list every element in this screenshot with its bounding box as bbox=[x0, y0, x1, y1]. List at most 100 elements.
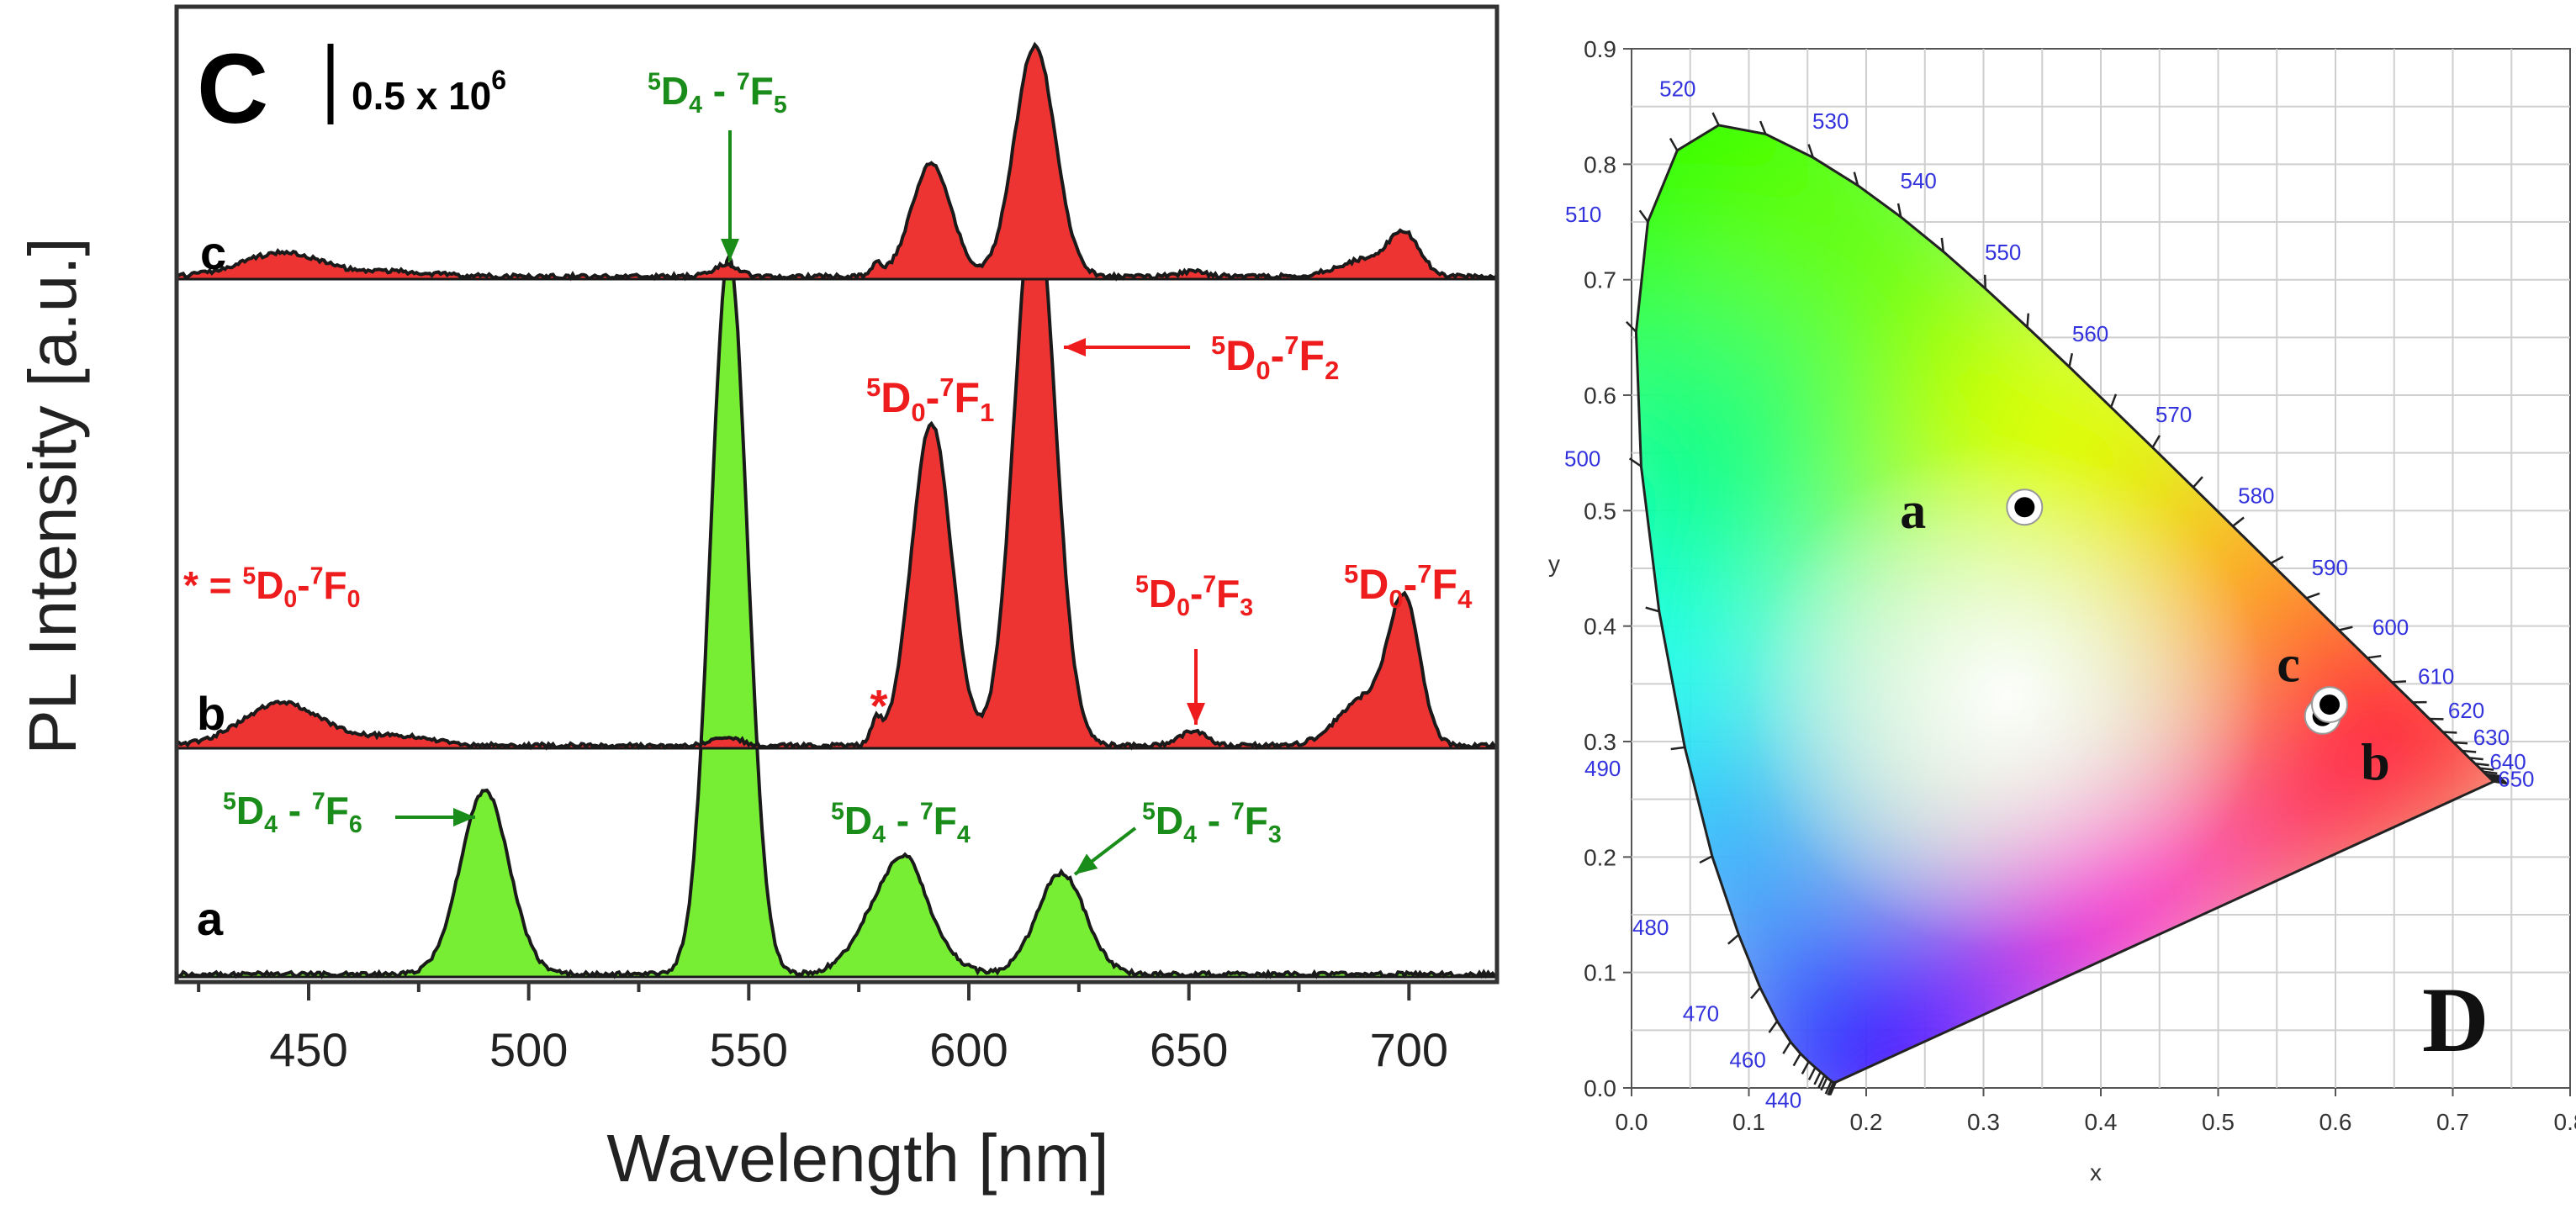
wavelength-label: 650 bbox=[2498, 767, 2534, 792]
wavelength-tick bbox=[1645, 606, 1660, 613]
scale-bar-label: 0.5 x 106 bbox=[352, 65, 506, 118]
annotation-5D4-7F5: 5D4 - 7F5 bbox=[648, 69, 787, 119]
wavelength-tick bbox=[2488, 774, 2503, 779]
arrow-head bbox=[1064, 338, 1086, 356]
wavelength-label: 490 bbox=[1584, 756, 1621, 781]
point-label-b: b bbox=[2361, 734, 2389, 791]
cie-y-tick-label: 0.1 bbox=[1584, 960, 1616, 986]
wavelength-tick bbox=[1750, 986, 1761, 1000]
wavelength-tick bbox=[1983, 274, 1986, 289]
annotation-arrows bbox=[395, 130, 1205, 876]
cie-y-tick-label: 0.4 bbox=[1584, 614, 1616, 640]
wavelength-label: 640 bbox=[2489, 749, 2526, 774]
wavelength-tick bbox=[1807, 144, 1814, 158]
cie-y-tick-label: 0.8 bbox=[1584, 151, 1616, 177]
cie-x-tick-label: 0.6 bbox=[2319, 1109, 2352, 1135]
x-tick-label: 650 bbox=[1150, 1023, 1228, 1076]
wavelength-tick bbox=[1807, 1067, 1817, 1080]
spectrum-line-c bbox=[175, 41, 1499, 282]
arrow-head bbox=[721, 239, 739, 261]
wavelength-tick bbox=[1670, 746, 1685, 751]
cie-y-tick-label: 0.3 bbox=[1584, 729, 1616, 755]
wavelength-tick bbox=[2068, 352, 2074, 367]
panel-label-c: C bbox=[197, 34, 268, 145]
cie-y-tick-label: 0.2 bbox=[1584, 844, 1616, 870]
curve-label-a: a bbox=[197, 892, 224, 945]
white-point-glow bbox=[1748, 441, 2266, 950]
annotation-5D0-7F4: 5D0-7F4 bbox=[1344, 559, 1473, 614]
wavelength-label: 610 bbox=[2418, 663, 2454, 689]
wavelength-tick bbox=[1820, 1077, 1828, 1091]
wavelength-tick bbox=[1669, 137, 1679, 151]
wavelength-tick bbox=[1782, 1041, 1792, 1054]
wavelength-tick bbox=[1817, 1074, 1826, 1089]
pl-spectra-chart: 450 500 550 600 650 700 Wavelength [nm] PL In… bbox=[15, 4, 1500, 1196]
x-tick-label: 450 bbox=[269, 1023, 347, 1076]
wavelength-label: 540 bbox=[1901, 168, 1937, 193]
annotation-5D4-7F4: 5D4 - 7F4 bbox=[831, 799, 971, 849]
wavelength-tick bbox=[2151, 435, 2161, 448]
wavelength-tick bbox=[2485, 773, 2500, 778]
cie-y-tick-label: 0.0 bbox=[1584, 1075, 1616, 1101]
annotation-5D0-7F0: * = 5D0-7F0 bbox=[183, 563, 360, 614]
wavelength-tick bbox=[2232, 516, 2245, 527]
wavelength-label: 590 bbox=[2312, 555, 2348, 580]
point-a bbox=[2014, 497, 2035, 518]
wavelength-tick bbox=[2479, 767, 2494, 771]
x-axis: 450 500 550 600 650 700 bbox=[197, 982, 1448, 1076]
wavelength-tick bbox=[2367, 654, 2382, 659]
wavelength-tick bbox=[2270, 556, 2284, 565]
wavelength-label: 580 bbox=[2238, 483, 2274, 508]
wavelength-tick bbox=[1711, 112, 1720, 126]
wavelength-tick bbox=[1801, 1061, 1810, 1074]
cie-x-tick-label: 0.5 bbox=[2202, 1109, 2235, 1135]
y-axis-label: PL Intensity [a.u.] bbox=[15, 237, 90, 754]
wavelength-tick bbox=[1699, 855, 1713, 864]
x-axis-label: Wavelength [nm] bbox=[606, 1121, 1108, 1196]
wavelength-tick bbox=[2462, 749, 2477, 753]
annotation-5D0-7F1: 5D0-7F1 bbox=[866, 372, 994, 427]
cie-y-tick-label: 0.5 bbox=[1584, 498, 1616, 524]
spectrum-line-b bbox=[176, 188, 1498, 751]
wavelength-tick bbox=[2442, 731, 2457, 734]
point-c bbox=[2319, 694, 2341, 715]
wavelength-tick bbox=[1940, 237, 1945, 252]
cie-x-label: x bbox=[2090, 1159, 2102, 1185]
cie-x-tick-label: 0.3 bbox=[1967, 1109, 2000, 1135]
x-tick-label: 500 bbox=[489, 1023, 568, 1076]
cie-x-tick-label: 0.4 bbox=[2085, 1109, 2118, 1135]
wavelength-tick bbox=[1727, 933, 1740, 945]
star-marker: * bbox=[870, 681, 887, 731]
point-label-c: c bbox=[2277, 636, 2300, 694]
cie-y-tick-label: 0.6 bbox=[1584, 383, 1616, 409]
wavelength-label: 480 bbox=[1632, 915, 1669, 940]
annotation-5D0-7F3: 5D0-7F3 bbox=[1135, 572, 1253, 622]
wavelength-tick bbox=[2192, 476, 2203, 488]
x-tick-label: 600 bbox=[929, 1023, 1008, 1076]
wavelength-label: 570 bbox=[2155, 402, 2192, 427]
wavelength-label: 630 bbox=[2473, 725, 2510, 750]
wavelength-tick bbox=[1827, 1081, 1835, 1096]
wavelength-tick bbox=[1626, 320, 1637, 333]
cie-y-tick-label: 0.7 bbox=[1584, 267, 1616, 293]
curve-label-b: b bbox=[197, 687, 225, 740]
wavelength-label: 500 bbox=[1564, 446, 1600, 472]
arrow-head bbox=[453, 808, 475, 826]
cie-x-tick-label: 0.1 bbox=[1732, 1109, 1765, 1135]
wavelength-label: 620 bbox=[2448, 698, 2484, 723]
wavelength-tick bbox=[1759, 120, 1767, 135]
curve-label-c: c bbox=[200, 226, 226, 279]
annotation-5D4-7F6: 5D4 - 7F6 bbox=[223, 789, 362, 839]
cie-x-tick-label: 0.8 bbox=[2554, 1109, 2576, 1135]
wavelength-tick bbox=[2026, 313, 2030, 328]
color-blob bbox=[1636, 314, 1832, 592]
wavelength-tick bbox=[2474, 762, 2489, 767]
wavelength-label: 530 bbox=[1812, 108, 1849, 134]
cie-x-tick-label: 0.0 bbox=[1616, 1109, 1648, 1135]
wavelength-tick bbox=[1853, 172, 1859, 186]
sample-points: a b c bbox=[1900, 483, 2389, 791]
wavelength-label: 510 bbox=[1565, 202, 1601, 227]
wavelength-label: 460 bbox=[1729, 1048, 1765, 1073]
cie-y-label: y bbox=[1548, 551, 1560, 577]
